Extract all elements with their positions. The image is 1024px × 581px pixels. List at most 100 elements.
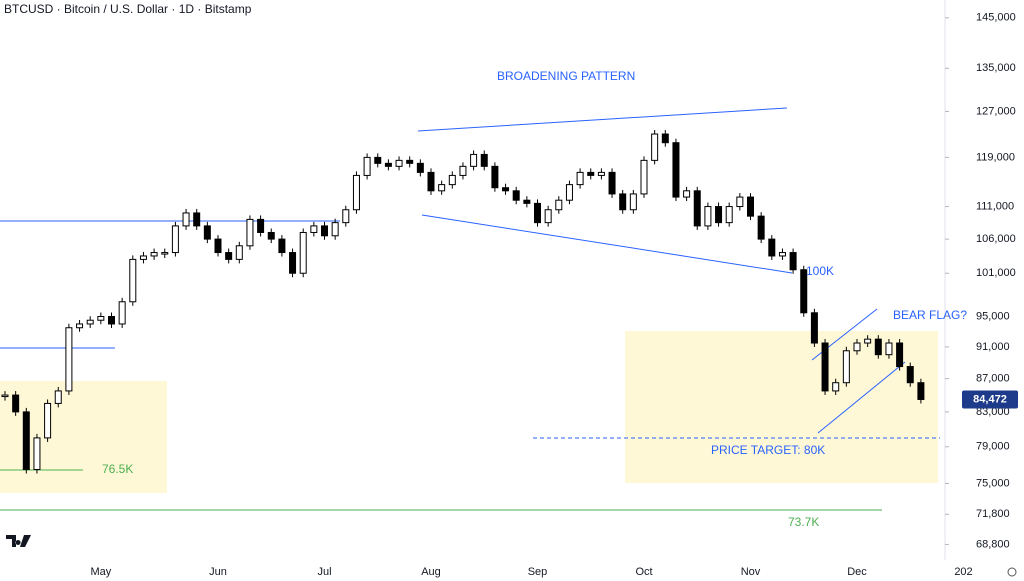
candle-body — [246, 218, 254, 247]
y-tick-label: 106,000 — [976, 233, 1016, 245]
annotation: BROADENING PATTERN — [497, 69, 635, 83]
last-price-tag — [962, 390, 1018, 409]
candle-body — [416, 162, 424, 173]
candle-body — [54, 390, 62, 404]
y-tick-label: 75,000 — [976, 477, 1010, 489]
zone — [625, 331, 938, 483]
candle-body — [491, 165, 499, 189]
candle-body — [76, 323, 84, 329]
candle-body — [470, 153, 478, 167]
candle-body — [321, 225, 328, 237]
y-tick-label: 71,800 — [976, 508, 1010, 520]
candle-body — [118, 301, 126, 325]
candle-body — [480, 153, 488, 167]
x-tick-label: Jul — [317, 566, 331, 578]
x-tick-label: Sep — [528, 566, 548, 578]
candle-body — [800, 269, 808, 314]
trend-line — [421, 214, 793, 274]
candle-body — [885, 342, 893, 356]
candle-body — [661, 133, 669, 144]
candle-body — [555, 199, 563, 211]
candle-body — [310, 225, 318, 233]
annotation: 76.5K — [102, 462, 133, 476]
candle-body — [427, 171, 435, 192]
y-tick-label: 95,000 — [976, 310, 1010, 322]
annotation: PRICE TARGET: 80K — [711, 443, 825, 457]
candle-body — [448, 174, 456, 186]
candle-body — [395, 159, 403, 167]
candle-body — [906, 366, 914, 384]
candle-body — [629, 193, 637, 211]
candle-body — [214, 238, 222, 254]
candle-body — [374, 156, 382, 164]
candle-body — [267, 231, 275, 240]
candle-body — [161, 252, 169, 255]
candle-body — [289, 252, 297, 274]
candle-body — [22, 411, 30, 470]
candle-body — [171, 225, 179, 254]
candle-body — [565, 184, 573, 201]
chart-title: BTCUSD · Bitcoin / U.S. Dollar · 1D · Bi… — [4, 2, 252, 16]
candle-body — [203, 225, 211, 240]
candle-body — [257, 218, 265, 233]
candle-body — [608, 171, 616, 195]
candle-body — [139, 255, 147, 260]
candle-body — [619, 193, 627, 211]
annotation: BEAR FLAG? — [893, 308, 967, 322]
candle-body — [874, 338, 882, 356]
x-tick-label: Nov — [741, 566, 761, 578]
x-tick-label: Dec — [847, 566, 867, 578]
candle-body — [406, 159, 414, 164]
candle-body — [640, 159, 648, 195]
candle-body — [363, 156, 371, 176]
y-tick-label: 79,000 — [976, 441, 1010, 453]
candle-body — [576, 171, 584, 186]
last-price-label: 84,472 — [973, 393, 1007, 405]
candle-body — [683, 190, 691, 198]
candle-body — [182, 212, 190, 227]
logo — [6, 535, 31, 547]
candle-body — [736, 196, 744, 208]
candle-body — [33, 437, 41, 470]
candle-body — [12, 394, 20, 413]
annotation: 100K — [806, 264, 834, 278]
candle-body — [864, 338, 872, 344]
y-tick-label: 119,000 — [976, 151, 1015, 163]
y-tick-label: 101,000 — [976, 267, 1016, 279]
candle-body — [44, 402, 52, 439]
candle-body — [672, 142, 680, 198]
candle-body — [108, 315, 115, 325]
y-tick-label: 87,000 — [976, 373, 1010, 385]
trend-line — [417, 107, 788, 132]
x-tick-label: Jun — [209, 566, 227, 578]
candle-body — [150, 252, 158, 257]
candle-body — [235, 245, 243, 260]
candle-body — [757, 215, 765, 240]
candle-body — [704, 206, 712, 227]
candle-body — [331, 222, 339, 237]
candle-body — [342, 209, 350, 224]
candle-body — [715, 206, 723, 224]
settings-icon[interactable] — [1007, 567, 1017, 577]
annotation: 73.7K — [788, 515, 819, 529]
candle-body — [810, 312, 818, 344]
candle-body — [523, 199, 531, 204]
candle-body — [832, 382, 840, 392]
x-tick-label: Aug — [421, 566, 441, 578]
candle-body — [225, 252, 233, 260]
candle-body — [842, 350, 850, 384]
candle-body — [768, 238, 776, 257]
candle-body — [97, 315, 105, 321]
candle-body — [86, 319, 94, 325]
y-tick-label: 68,800 — [976, 538, 1010, 550]
x-tick-label: 202 — [954, 566, 972, 578]
y-tick-label: 145,000 — [976, 12, 1016, 24]
candle-body — [438, 184, 446, 192]
candle-body — [544, 209, 552, 224]
candle-body — [917, 382, 925, 400]
y-tick-label: 91,000 — [976, 341, 1010, 353]
x-tick-label: May — [90, 566, 111, 578]
candle-body — [459, 165, 467, 176]
candles — [1, 130, 925, 474]
